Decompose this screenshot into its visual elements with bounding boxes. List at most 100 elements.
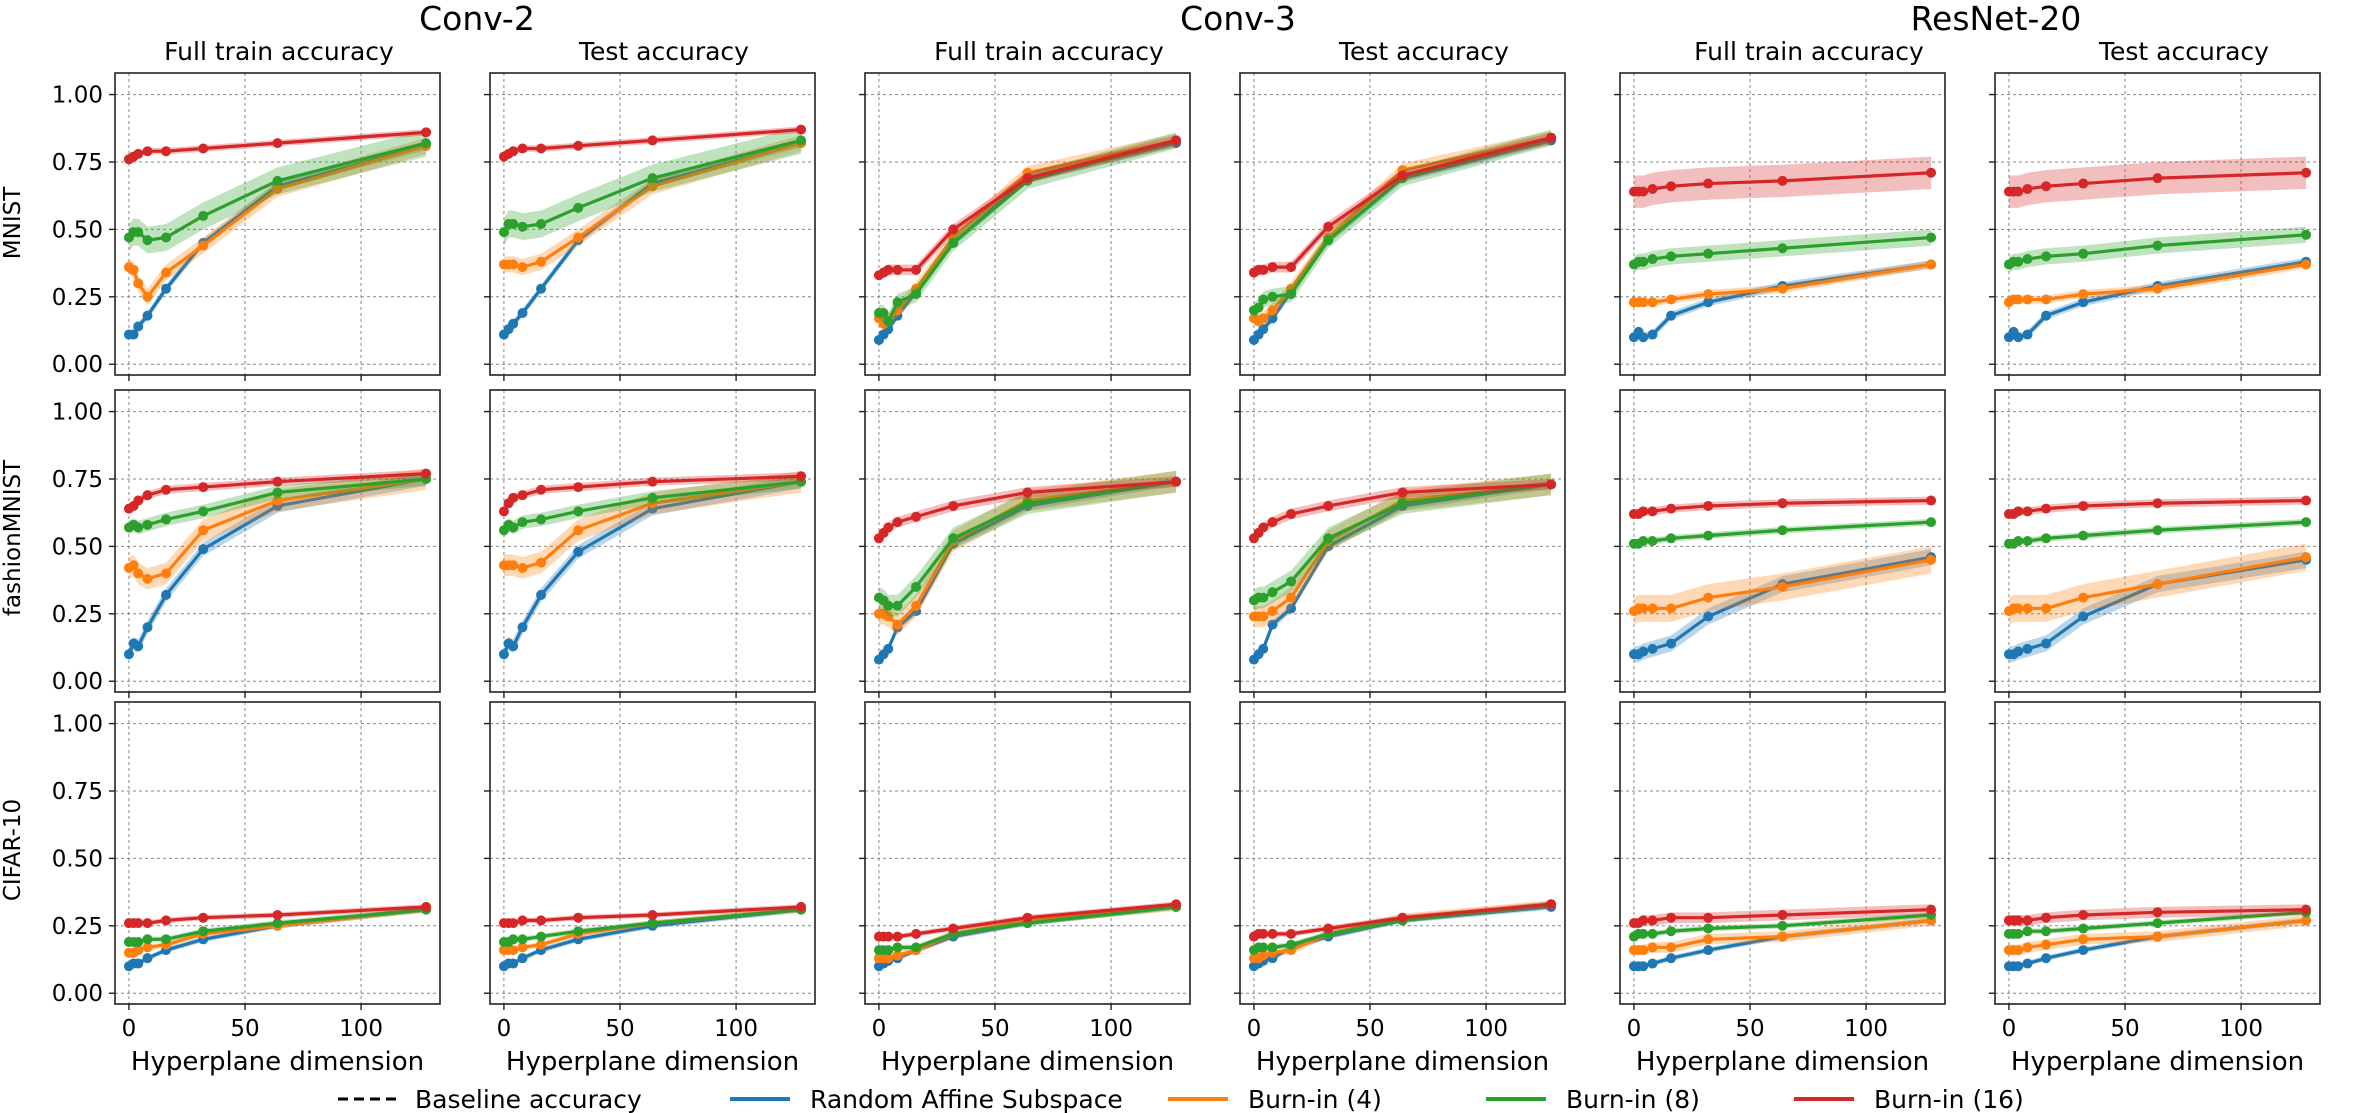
data-point-burnin-16 (796, 471, 807, 482)
data-point-burnin-8 (2022, 254, 2033, 265)
data-point-burnin-16 (911, 928, 922, 939)
panel-r1-c3 (1234, 389, 1566, 698)
legend-label-random-affine: Random Affine Subspace (810, 1085, 1123, 1113)
data-point-burnin-4 (142, 942, 153, 953)
data-point-burnin-16 (1258, 264, 1269, 275)
panel-r1-c0: 0.00 0.25 0.50 0.75 1.00 (52, 389, 441, 698)
data-point-random-affine (1286, 603, 1297, 614)
x-tick-label: 0 (1627, 1016, 1642, 1042)
data-point-burnin-16 (1323, 923, 1334, 934)
data-point-random-affine (508, 958, 519, 969)
data-point-burnin-16 (1267, 517, 1278, 528)
data-point-random-affine (536, 283, 547, 294)
data-point-burnin-4 (508, 259, 519, 270)
data-point-burnin-8 (1777, 525, 1788, 536)
data-point-burnin-8 (1253, 302, 1264, 313)
data-point-random-affine (133, 641, 144, 652)
data-point-burnin-4 (517, 562, 528, 573)
band-random-affine (2008, 551, 2307, 663)
data-point-burnin-8 (1926, 517, 1937, 528)
data-point-burnin-8 (161, 934, 172, 945)
data-point-random-affine (2041, 638, 2052, 649)
x-tick-label: 50 (2110, 1016, 2139, 1042)
data-point-burnin-4 (2013, 603, 2024, 614)
band-burnin-16 (128, 469, 427, 513)
data-point-burnin-4 (198, 240, 209, 251)
data-point-burnin-8 (1647, 536, 1658, 546)
data-point-burnin-4 (1258, 313, 1269, 324)
data-point-random-affine (498, 649, 509, 660)
x-tick-label: 50 (1735, 1016, 1764, 1042)
data-point-random-affine (2022, 329, 2033, 340)
data-point-burnin-16 (1647, 506, 1658, 517)
data-point-burnin-4 (1703, 592, 1714, 603)
data-point-burnin-16 (1703, 500, 1714, 511)
data-point-random-affine (1638, 332, 1649, 343)
data-point-burnin-8 (508, 934, 519, 945)
data-point-burnin-16 (1397, 487, 1408, 498)
panel-frame (864, 72, 1191, 376)
data-point-burnin-8 (198, 210, 209, 221)
data-point-random-affine (1703, 945, 1714, 956)
data-point-random-affine (508, 318, 519, 329)
data-point-burnin-8 (1267, 942, 1278, 953)
data-point-burnin-4 (2013, 945, 2024, 956)
data-point-burnin-16 (1323, 500, 1334, 511)
band-burnin-8 (128, 472, 427, 535)
row-label-fashionmnist: fashionMNIST (0, 459, 26, 616)
panel-r1-c5 (1989, 389, 2321, 698)
panel-frame (1994, 389, 2321, 693)
data-point-burnin-16 (647, 910, 658, 921)
data-point-burnin-16 (647, 476, 658, 487)
data-point-burnin-8 (1638, 256, 1649, 267)
data-point-burnin-4 (647, 181, 658, 192)
data-point-burnin-8 (517, 517, 528, 528)
data-point-burnin-16 (272, 910, 283, 921)
panel-frame (864, 701, 1191, 1005)
data-point-random-affine (128, 329, 139, 340)
data-point-burnin-8 (1666, 926, 1677, 937)
panel-frame (1619, 389, 1946, 693)
data-point-burnin-8 (647, 918, 658, 929)
data-point-burnin-16 (1546, 899, 1557, 910)
data-point-burnin-8 (1926, 232, 1937, 243)
data-point-burnin-16 (1171, 135, 1182, 146)
band-burnin-8 (878, 132, 1177, 330)
data-point-burnin-16 (892, 931, 903, 942)
data-point-burnin-16 (1323, 221, 1334, 232)
panel-title-resnet20-test: Test accuracy (2098, 37, 2269, 66)
data-point-random-affine (517, 307, 528, 318)
data-point-burnin-16 (1267, 262, 1278, 273)
data-point-burnin-4 (1638, 297, 1649, 308)
y-tick-label: 0.75 (52, 779, 103, 805)
data-point-burnin-8 (573, 926, 584, 937)
data-point-burnin-16 (1647, 915, 1658, 926)
data-point-burnin-4 (1666, 294, 1677, 305)
data-point-burnin-4 (508, 945, 519, 956)
data-point-burnin-4 (272, 183, 283, 194)
data-point-burnin-4 (2078, 934, 2089, 945)
data-point-burnin-4 (1666, 603, 1677, 614)
data-point-burnin-16 (948, 500, 959, 511)
data-point-burnin-4 (1703, 289, 1714, 300)
data-point-burnin-8 (2022, 926, 2033, 937)
data-point-burnin-4 (1777, 283, 1788, 294)
x-tick-label: 100 (339, 1016, 383, 1042)
data-point-burnin-8 (142, 519, 153, 530)
data-point-burnin-16 (1286, 928, 1297, 939)
data-point-burnin-8 (536, 219, 547, 229)
data-point-burnin-4 (2041, 939, 2052, 950)
data-point-burnin-8 (198, 926, 209, 937)
data-point-burnin-16 (536, 484, 547, 495)
data-point-burnin-8 (1777, 243, 1788, 254)
data-point-burnin-8 (272, 918, 283, 929)
panel-frame (114, 389, 441, 693)
data-point-burnin-16 (2078, 178, 2089, 189)
data-point-burnin-16 (1777, 498, 1788, 509)
data-point-random-affine (1666, 310, 1677, 321)
x-axis-label: Hyperplane dimension (1256, 1047, 1549, 1077)
data-point-burnin-16 (911, 264, 922, 275)
data-point-burnin-16 (2301, 495, 2312, 506)
row-label-mnist: MNIST (0, 186, 26, 259)
data-point-burnin-16 (1286, 509, 1297, 520)
